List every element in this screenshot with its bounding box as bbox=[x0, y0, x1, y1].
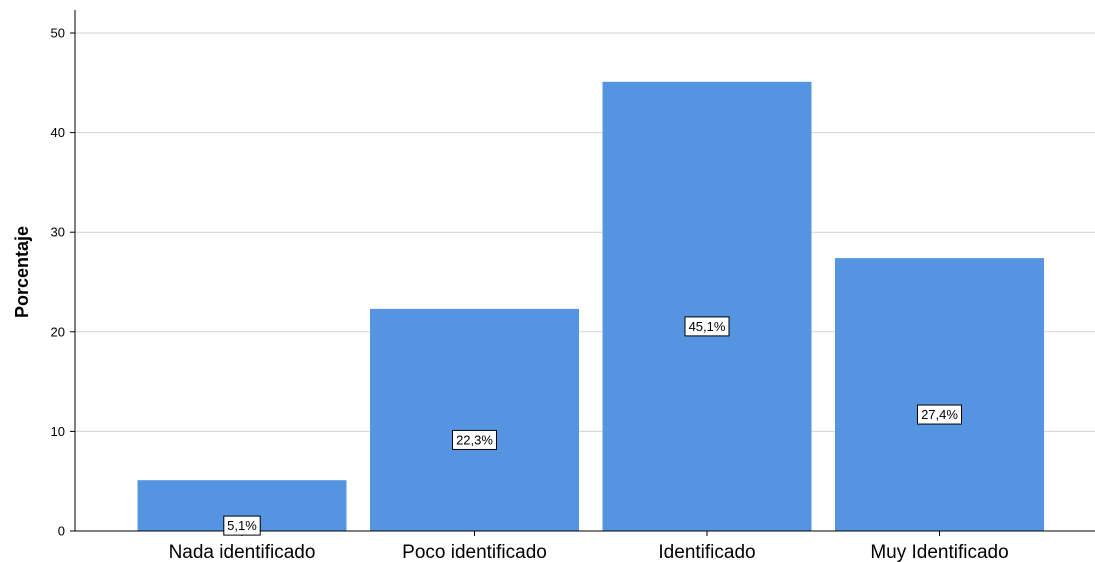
data-label: 27,4% bbox=[921, 407, 958, 422]
data-label-box bbox=[684, 316, 730, 337]
x-tick-label: Nada identificado bbox=[169, 542, 316, 562]
data-label-box bbox=[452, 429, 497, 450]
y-axis-title: Porcentaje bbox=[12, 226, 32, 318]
x-tick-label: Identificado bbox=[658, 542, 755, 562]
bar bbox=[370, 308, 579, 531]
data-label: 45,1% bbox=[689, 319, 726, 334]
bar bbox=[602, 81, 812, 531]
y-tick-label: 20 bbox=[51, 324, 65, 339]
x-tick-label: Muy Identificado bbox=[870, 542, 1008, 562]
data-label: 22,3% bbox=[456, 432, 493, 447]
y-tick-label: 40 bbox=[51, 125, 65, 140]
y-tick-labels: 0 10 20 30 40 50 bbox=[51, 26, 75, 539]
y-tick-label: 50 bbox=[51, 26, 65, 41]
x-tick-label: Poco identificado bbox=[402, 542, 547, 562]
y-tick-label: 0 bbox=[58, 524, 65, 539]
bars bbox=[137, 81, 1044, 531]
data-labels: 5,1% 22,3% 45,1% 27,4% bbox=[223, 316, 962, 536]
data-label-box bbox=[223, 515, 261, 536]
x-tick-labels: Nada identificado Poco identificado Identi… bbox=[169, 531, 1009, 562]
bar bbox=[835, 258, 1044, 531]
data-label: 5,1% bbox=[227, 518, 257, 533]
y-tick-label: 10 bbox=[51, 424, 65, 439]
y-tick-label: 30 bbox=[51, 225, 65, 240]
data-label-box bbox=[917, 404, 962, 425]
